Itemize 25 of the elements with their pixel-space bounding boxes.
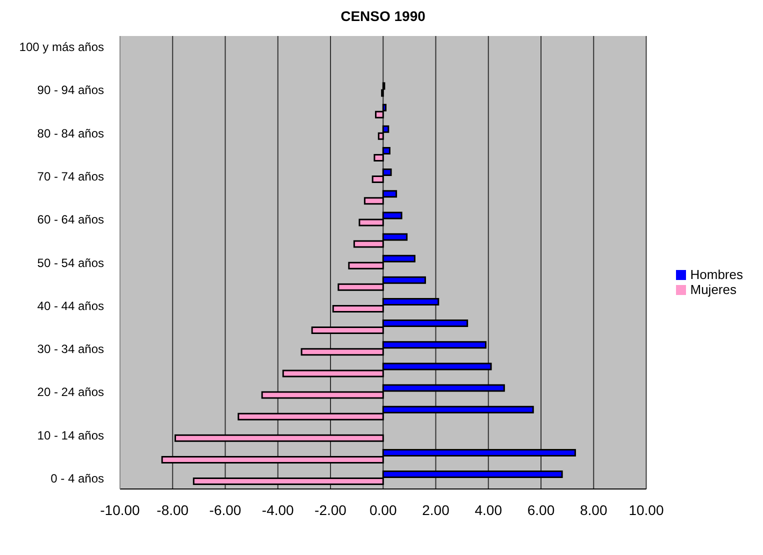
- y-tick-label: 30 - 34 años: [37, 342, 104, 356]
- y-tick-label: 100 y más años: [19, 40, 104, 54]
- x-tick-label: -8.00: [156, 502, 189, 518]
- y-tick-label: 90 - 94 años: [37, 83, 104, 98]
- y-tick-label: 0 - 4 años: [50, 471, 104, 486]
- x-tick-label: 4.00: [474, 502, 502, 518]
- y-tick-label: 40 - 44 años: [37, 298, 104, 313]
- legend-label: Hombres: [690, 266, 743, 282]
- x-tick-label: 8.00: [580, 502, 608, 518]
- y-tick-label: 70 - 74 años: [37, 169, 104, 184]
- y-tick-label: 50 - 54 años: [37, 256, 104, 270]
- y-tick-label: 10 - 14 años: [37, 428, 104, 442]
- legend-label: Mujeres: [690, 282, 736, 296]
- x-tick-label: -6.00: [209, 502, 242, 518]
- x-tick-label: -2.00: [314, 502, 347, 518]
- x-tick-label: 0.00: [370, 502, 397, 518]
- x-tick-label: 2.00: [422, 502, 450, 518]
- x-tick-label: 10.00: [628, 502, 664, 518]
- x-tick-label: -4.00: [262, 502, 294, 518]
- y-tick-label: 80 - 84 años: [37, 126, 104, 140]
- x-tick-label: -10.00: [100, 502, 140, 518]
- x-tick-label: 6.00: [527, 502, 555, 518]
- chart-title: CENSO 1990: [340, 8, 426, 24]
- y-tick-label: 60 - 64 años: [37, 212, 104, 227]
- y-tick-label: 20 - 24 años: [37, 385, 104, 400]
